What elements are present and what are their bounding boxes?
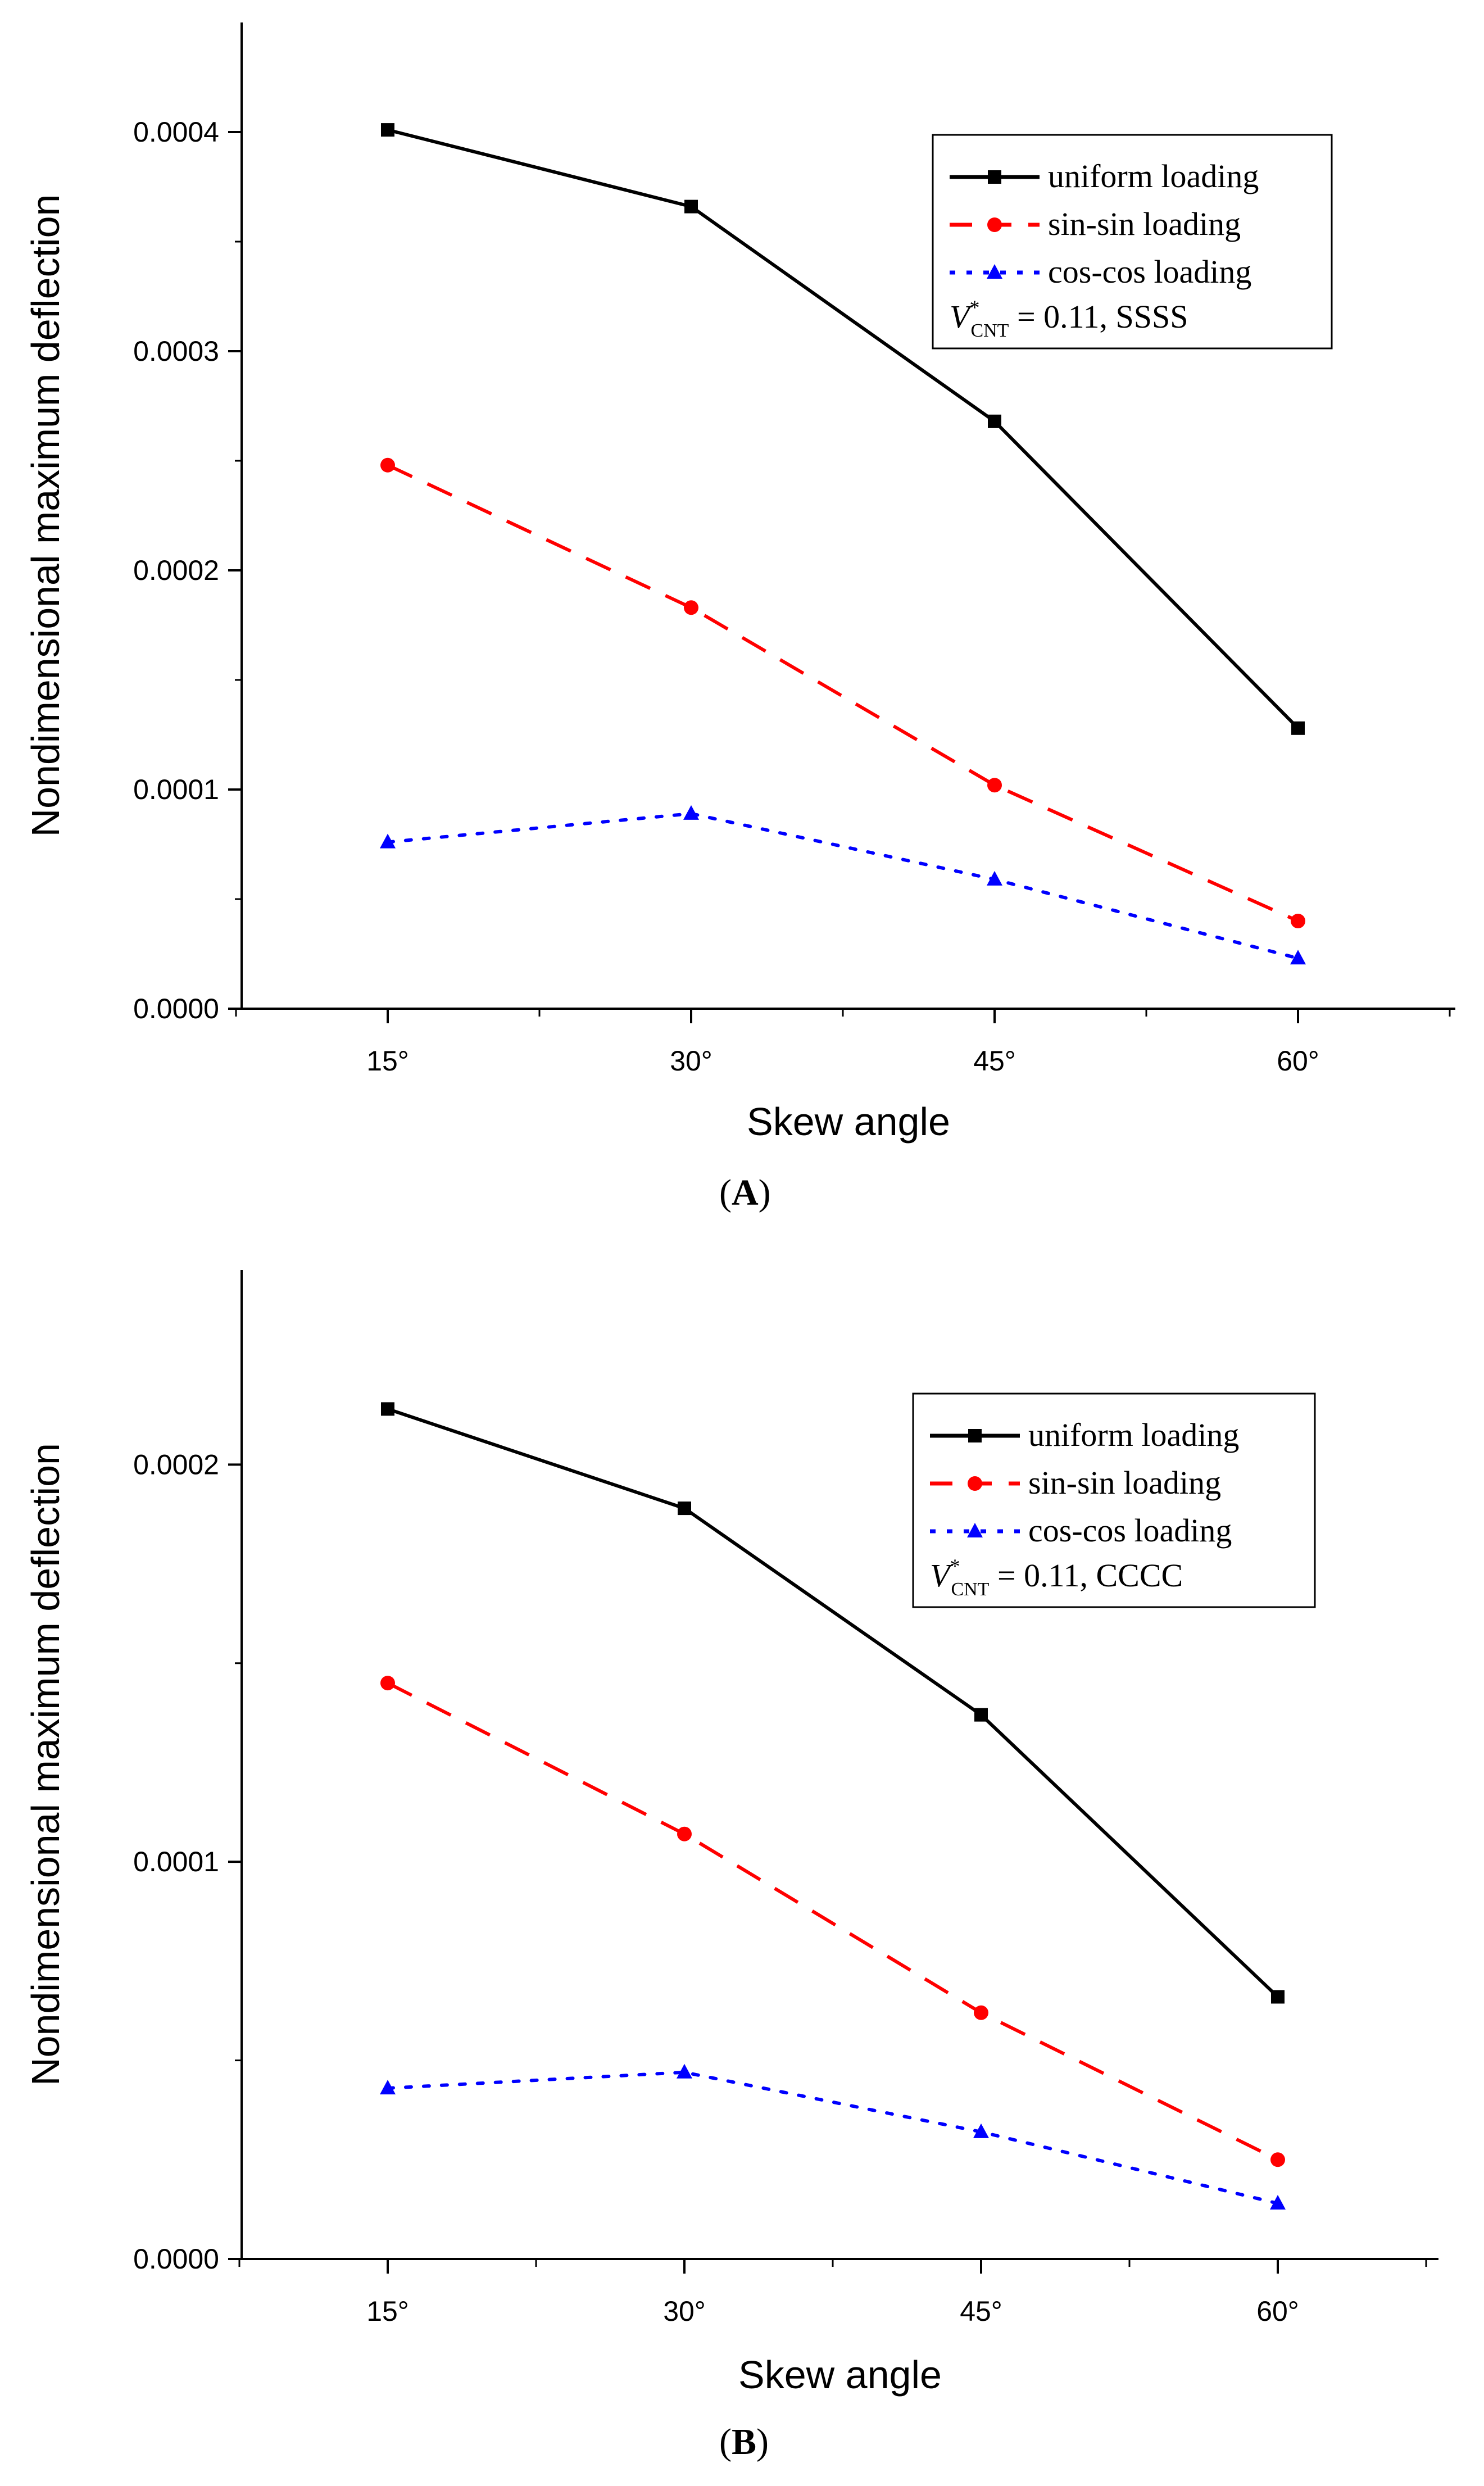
series-line [386, 811, 1300, 960]
data-point [684, 600, 698, 615]
series-line [387, 1681, 1279, 2161]
x-tick-label: 45° [973, 1045, 1016, 1077]
caption-a-letter: A [731, 1172, 759, 1213]
note-sub: CNT [970, 320, 1009, 341]
series-line [387, 128, 1300, 729]
y-tick-label: 0.0000 [133, 2243, 219, 2275]
chart-b-svg: 0.0000 0.0001 0.0002 15° 30° 45° 60° Skew angle… [24, 1270, 1438, 2397]
data-point [973, 2123, 989, 2138]
data-point [974, 1708, 988, 1722]
x-tick-label: 60° [1277, 1045, 1319, 1077]
legend-label: sin-sin loading [1028, 1464, 1221, 1501]
y-tick-label: 0.0002 [133, 555, 219, 586]
data-point [1270, 2195, 1286, 2210]
legend-marker [968, 1429, 982, 1442]
y-tick-label: 0.0004 [133, 116, 219, 148]
y-tick-label: 0.0003 [133, 335, 219, 367]
data-point [380, 2080, 396, 2095]
data-point [987, 778, 1002, 793]
chart-a-svg: 0.0000 0.0001 0.0002 0.0003 0.0004 15° 30° 45° 6… [24, 22, 1455, 1144]
legend: uniform loading sin-sin loading cos-cos lo… [932, 134, 1333, 350]
y-axis-title: Nondimensional maximum deflection [24, 194, 67, 837]
x-tick-label: 45° [960, 2296, 1002, 2327]
note-sub: CNT [951, 1579, 989, 1600]
data-point [677, 1826, 692, 1841]
data-point [380, 833, 396, 849]
legend-note: V* CNT = 0.11, SSSS [950, 296, 1188, 341]
caption-b: (B) [719, 2421, 769, 2462]
legend-label: uniform loading [1048, 158, 1259, 194]
data-point [684, 199, 698, 214]
data-point [683, 805, 699, 820]
note-v: V [950, 298, 973, 335]
note-rest: = 0.11, CCCC [989, 1557, 1183, 1594]
legend-marker [987, 217, 1002, 232]
note-v: V [930, 1557, 954, 1594]
x-tick-label: 30° [670, 1045, 712, 1077]
y-axis-title: Nondimensional maximum deflection [24, 1443, 67, 2086]
series-triangle [380, 805, 1306, 965]
y-tick-label: 0.0000 [133, 993, 219, 1024]
y-tick-label: 0.0001 [133, 1846, 219, 1877]
data-point [1271, 1990, 1285, 2004]
y-tick-label: 0.0001 [133, 774, 219, 805]
series-circle [380, 1676, 1285, 2167]
series-line [386, 2070, 1279, 2206]
x-tick-label: 15° [366, 1045, 409, 1077]
legend: uniform loading sin-sin loading cos-cos lo… [912, 1392, 1316, 1608]
legend-label: uniform loading [1028, 1417, 1239, 1453]
x-tick-label: 30° [663, 2296, 706, 2327]
x-axis-title: Skew angle [738, 2353, 942, 2397]
legend-label: sin-sin loading [1048, 206, 1241, 242]
series-line [387, 464, 1299, 923]
legend-label: cos-cos loading [1028, 1512, 1232, 1549]
data-point [1291, 914, 1305, 928]
x-tick-label: 15° [366, 2296, 409, 2327]
x-tick-label: 60° [1256, 2296, 1299, 2327]
data-point [974, 2005, 988, 2020]
series-line [387, 1407, 1279, 1998]
legend-marker [988, 170, 1001, 184]
series-triangle [380, 2063, 1286, 2210]
data-point [988, 414, 1001, 428]
legend-marker [967, 1523, 983, 1537]
data-point [1270, 2152, 1285, 2167]
chart-panel-b: 0.0000 0.0001 0.0002 15° 30° 45° 60° Skew angle… [0, 1236, 1484, 2486]
note-rest: = 0.11, SSSS [1009, 298, 1188, 335]
data-point [1290, 950, 1306, 965]
data-point [380, 1676, 395, 1691]
y-tick-label: 0.0002 [133, 1449, 219, 1480]
data-point [678, 1501, 691, 1516]
data-point [381, 1402, 394, 1416]
data-point [381, 123, 394, 137]
data-point [1291, 721, 1305, 735]
legend-note: V* CNT = 0.11, CCCC [930, 1555, 1183, 1600]
data-point [677, 2063, 692, 2079]
legend-marker [968, 1476, 982, 1491]
x-axis-title: Skew angle [747, 1100, 950, 1144]
chart-panel-a: 0.0000 0.0001 0.0002 0.0003 0.0004 15° 30° 45° 6… [0, 0, 1484, 1236]
caption-a: (A) [719, 1172, 771, 1213]
legend-box [932, 134, 1333, 350]
series-square [381, 123, 1305, 735]
data-point [380, 457, 395, 473]
legend-marker [987, 264, 1002, 279]
note-star: * [969, 296, 979, 319]
caption-b-letter: B [731, 2421, 757, 2462]
data-point [987, 870, 1002, 886]
note-star: * [950, 1555, 960, 1577]
series-circle [380, 457, 1305, 928]
series-square [381, 1402, 1285, 2004]
legend-label: cos-cos loading [1048, 253, 1251, 290]
